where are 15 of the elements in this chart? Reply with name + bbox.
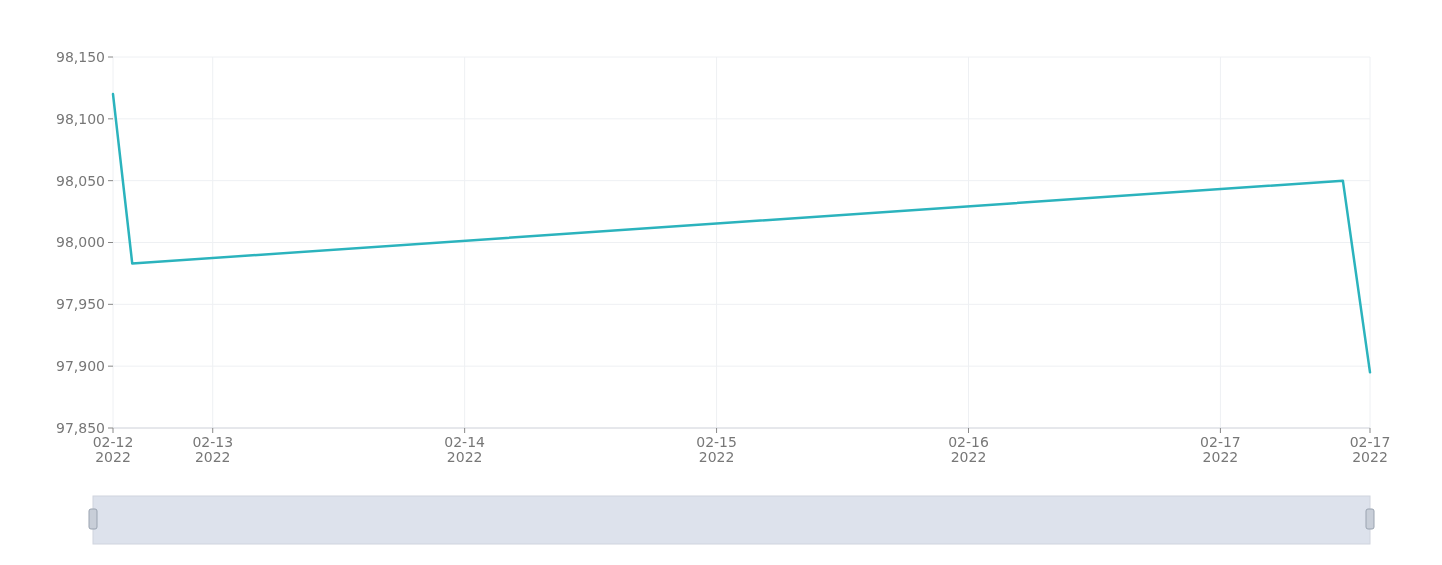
y-tick-label: 97,900 (56, 358, 105, 375)
y-tick-label: 97,950 (56, 296, 105, 313)
x-tick-label: 02-17 2022 (1200, 434, 1241, 465)
x-tick-label: 02-15 2022 (696, 434, 737, 465)
x-tick-label: 02-16 2022 (948, 434, 989, 465)
y-tick-label: 98,100 (56, 110, 105, 127)
x-tick-label: 02-12 2022 (92, 434, 134, 465)
x-tick-label: 02-13 2022 (192, 434, 234, 465)
y-tick-label: 98,150 (56, 48, 105, 65)
y-tick-label: 98,000 (56, 234, 105, 251)
y-tick-label: 97,850 (56, 419, 105, 436)
y-tick-label: 98,050 (56, 172, 105, 189)
line-series (111, 92, 1372, 374)
x-tick-label: 02-14 2022 (444, 434, 486, 465)
x-tick-label: 02-17 2022 (1349, 434, 1391, 465)
